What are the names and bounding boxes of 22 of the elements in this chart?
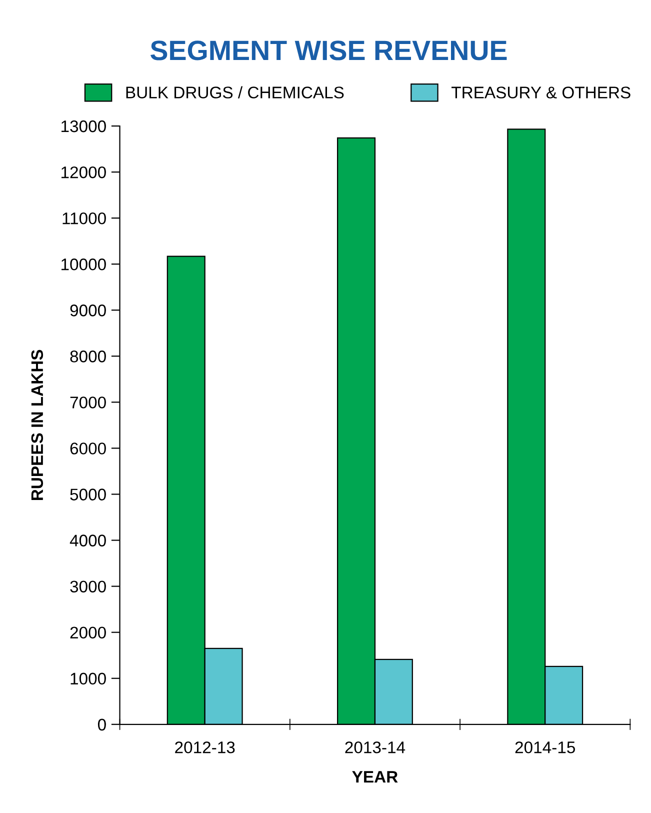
y-tick-label: 6000: [70, 442, 106, 454]
x-tick-label: 2013-14: [345, 741, 406, 754]
y-tick-label: 7000: [70, 396, 106, 408]
y-tick-label: 1000: [70, 672, 106, 685]
y-tick-label: 10000: [62, 258, 106, 270]
y-tick-label: 8000: [70, 350, 106, 362]
legend-label: TREASURY & OTHERS: [452, 86, 630, 98]
y-tick-label: 5000: [70, 488, 106, 500]
x-tick-label: 2014-15: [515, 741, 575, 754]
y-tick-label: 11000: [62, 212, 106, 224]
y-axis-title: RUPEES IN LAKHS: [31, 350, 44, 500]
y-tick-label: 4000: [70, 534, 106, 546]
y-tick-label: 9000: [70, 304, 106, 316]
x-tick-label: 2012-13: [175, 741, 235, 754]
y-tick-label: 12000: [62, 166, 106, 178]
y-tick-label: 0: [98, 718, 106, 731]
chart-title: SEGMENT WISE REVENUE: [150, 40, 507, 60]
y-tick-label: 2000: [70, 626, 106, 639]
y-tick-label: 13000: [62, 120, 106, 132]
x-axis-title: YEAR: [352, 771, 398, 783]
y-tick-label: 3000: [70, 580, 106, 592]
legend-label: BULK DRUGS / CHEMICALS: [126, 86, 344, 98]
